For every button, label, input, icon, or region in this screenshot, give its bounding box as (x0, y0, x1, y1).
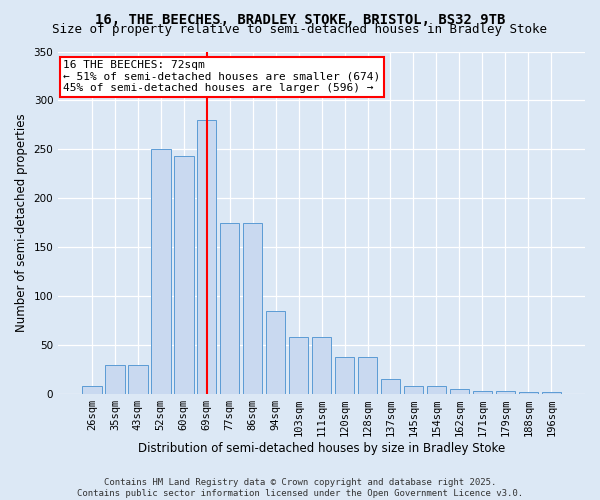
X-axis label: Distribution of semi-detached houses by size in Bradley Stoke: Distribution of semi-detached houses by … (138, 442, 505, 455)
Y-axis label: Number of semi-detached properties: Number of semi-detached properties (15, 114, 28, 332)
Bar (427, 386, 446, 394)
Bar (358, 357, 377, 394)
Bar (128, 364, 148, 394)
Bar (335, 357, 355, 394)
Text: Size of property relative to semi-detached houses in Bradley Stoke: Size of property relative to semi-detach… (53, 22, 548, 36)
Bar (266, 311, 286, 394)
Bar (243, 223, 262, 394)
Bar (105, 364, 125, 394)
Bar (542, 392, 561, 394)
Bar (404, 386, 423, 394)
Bar (518, 392, 538, 394)
Bar (151, 150, 170, 394)
Bar (82, 386, 101, 394)
Bar (289, 338, 308, 394)
Bar (496, 391, 515, 394)
Bar (381, 380, 400, 394)
Bar (220, 223, 239, 394)
Bar (174, 156, 194, 394)
Text: 16, THE BEECHES, BRADLEY STOKE, BRISTOL, BS32 9TB: 16, THE BEECHES, BRADLEY STOKE, BRISTOL,… (95, 12, 505, 26)
Text: Contains HM Land Registry data © Crown copyright and database right 2025.
Contai: Contains HM Land Registry data © Crown c… (77, 478, 523, 498)
Text: 16 THE BEECHES: 72sqm
← 51% of semi-detached houses are smaller (674)
45% of sem: 16 THE BEECHES: 72sqm ← 51% of semi-deta… (64, 60, 380, 94)
Bar (312, 338, 331, 394)
Bar (449, 389, 469, 394)
Bar (473, 391, 492, 394)
Bar (197, 120, 217, 394)
